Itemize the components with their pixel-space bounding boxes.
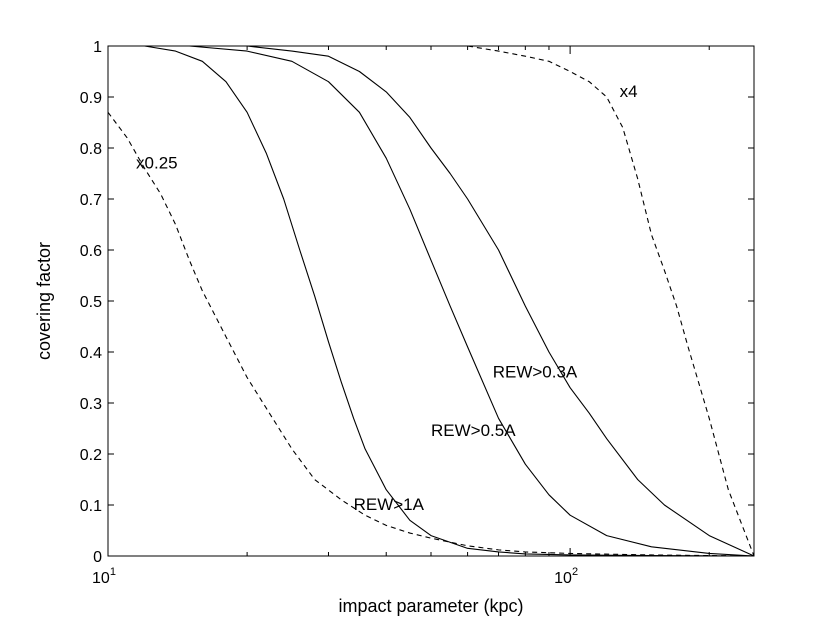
x-axis-title: impact parameter (kpc)	[338, 596, 523, 616]
series-line-0	[107, 111, 755, 557]
x-tick-label: 101	[92, 566, 116, 587]
series-line-4	[108, 45, 755, 557]
y-tick-label: 0.4	[80, 345, 102, 362]
curve-annotation: REW>0.3A	[493, 363, 578, 382]
y-tick-label: 0.9	[80, 90, 102, 107]
x-tick-base: 10	[92, 570, 110, 587]
y-tick-label: 0.1	[80, 498, 102, 515]
x-tick-label: 102	[554, 566, 578, 587]
x-tick-base: 10	[554, 570, 572, 587]
x-tick-exponent: 2	[572, 566, 578, 578]
series-line-2	[108, 45, 755, 557]
y-tick-label: 0.7	[80, 192, 102, 209]
y-tick-label: 0.5	[80, 294, 102, 311]
curve-annotation: REW>1A	[354, 495, 425, 514]
series-line-3	[108, 45, 755, 557]
curve-annotation: x4	[620, 82, 638, 101]
y-tick-label: 0.2	[80, 447, 102, 464]
curve-annotation: x0.25	[136, 153, 178, 172]
y-tick-label: 0.8	[80, 141, 102, 158]
y-tick-label: 0	[93, 549, 102, 566]
y-tick-label: 0.6	[80, 243, 102, 260]
curve-annotation: REW>0.5A	[431, 421, 516, 440]
series-line-1	[108, 45, 755, 557]
y-axis-title: covering factor	[34, 242, 54, 360]
x-tick-exponent: 1	[110, 566, 116, 578]
y-tick-label: 0.3	[80, 396, 102, 413]
y-tick-label: 1	[93, 39, 102, 56]
